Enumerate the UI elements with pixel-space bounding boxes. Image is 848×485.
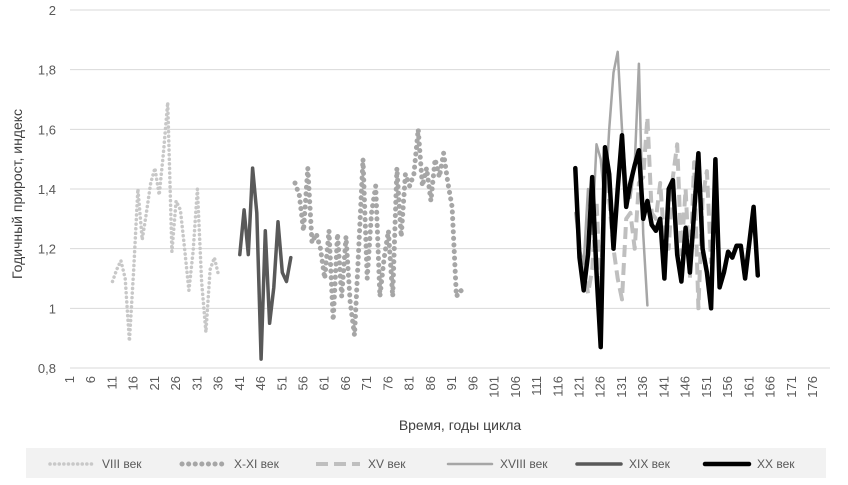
legend-label: XIX век xyxy=(629,457,671,471)
x-tick-label: 31 xyxy=(189,376,204,390)
x-tick-label: 91 xyxy=(444,376,459,390)
x-tick-label: 86 xyxy=(423,376,438,390)
y-axis-title: Годичный прирост, индекс xyxy=(9,109,25,279)
legend: VIII век X-XI век XV век XVIII век XIX век XX… xyxy=(26,448,826,478)
x-tick-label: 101 xyxy=(487,376,502,398)
x-tick-label: 61 xyxy=(317,376,332,390)
x-tick-labels: 1 6 11 16 21 26 31 36 41 46 51 56 61 66 71 76 81 86 91 96 10… xyxy=(62,376,820,398)
series-line xyxy=(110,100,221,343)
y-tick-label: 1,4 xyxy=(38,182,56,197)
series-line xyxy=(573,133,761,350)
x-axis-title: Время, годы цикла xyxy=(399,417,522,433)
x-tick-label: 21 xyxy=(147,376,162,390)
x-tick-label: 121 xyxy=(571,376,586,398)
x-tick-label: 16 xyxy=(126,376,141,390)
x-tick-label: 71 xyxy=(359,376,374,390)
x-tick-label: 106 xyxy=(508,376,523,398)
x-tick-label: 56 xyxy=(296,376,311,390)
legend-label: VIII век xyxy=(102,457,142,471)
x-tick-label: 96 xyxy=(465,376,480,390)
legend-label: XX век xyxy=(757,457,795,471)
x-tick-label: 126 xyxy=(593,376,608,398)
series-layer xyxy=(110,50,761,361)
x-tick-label: 116 xyxy=(550,376,565,397)
y-tick-label: 2 xyxy=(49,3,56,18)
x-tick-label: 6 xyxy=(83,376,98,383)
x-tick-label: 171 xyxy=(784,376,799,398)
x-tick-label: 36 xyxy=(211,376,226,390)
series-line xyxy=(238,166,293,361)
legend-label: X-XI век xyxy=(234,457,280,471)
y-tick-label: 0,8 xyxy=(38,361,56,376)
legend-label: XVIII век xyxy=(500,457,548,471)
x-tick-label: 151 xyxy=(699,376,714,398)
x-tick-label: 166 xyxy=(763,376,778,398)
x-tick-label: 176 xyxy=(805,376,820,398)
x-tick-label: 51 xyxy=(274,376,289,390)
series-line xyxy=(574,50,649,307)
x-tick-label: 161 xyxy=(741,376,756,398)
y-tick-label: 1 xyxy=(49,301,56,316)
x-tick-label: 41 xyxy=(232,376,247,390)
y-tick-label: 1,8 xyxy=(38,63,56,78)
x-tick-label: 136 xyxy=(635,376,650,398)
x-tick-label: 111 xyxy=(529,376,544,396)
legend-background xyxy=(26,448,826,478)
series-line xyxy=(292,126,468,338)
x-tick-label: 26 xyxy=(168,376,183,390)
x-tick-label: 76 xyxy=(380,376,395,390)
legend-label: XV век xyxy=(368,457,406,471)
x-tick-label: 141 xyxy=(656,376,671,398)
y-tick-label: 1,2 xyxy=(38,242,56,257)
x-tick-label: 156 xyxy=(720,376,735,398)
x-tick-label: 66 xyxy=(338,376,353,390)
x-tick-label: 146 xyxy=(678,376,693,398)
x-tick-label: 1 xyxy=(62,376,77,383)
y-tick-label: 1,6 xyxy=(38,122,56,137)
x-tick-label: 81 xyxy=(402,376,417,390)
x-tick-label: 11 xyxy=(104,376,119,390)
x-tick-label: 46 xyxy=(253,376,268,390)
y-tick-labels: 0,8 1 1,2 1,4 1,6 1,8 2 xyxy=(38,3,56,376)
x-tick-label: 131 xyxy=(614,376,629,398)
